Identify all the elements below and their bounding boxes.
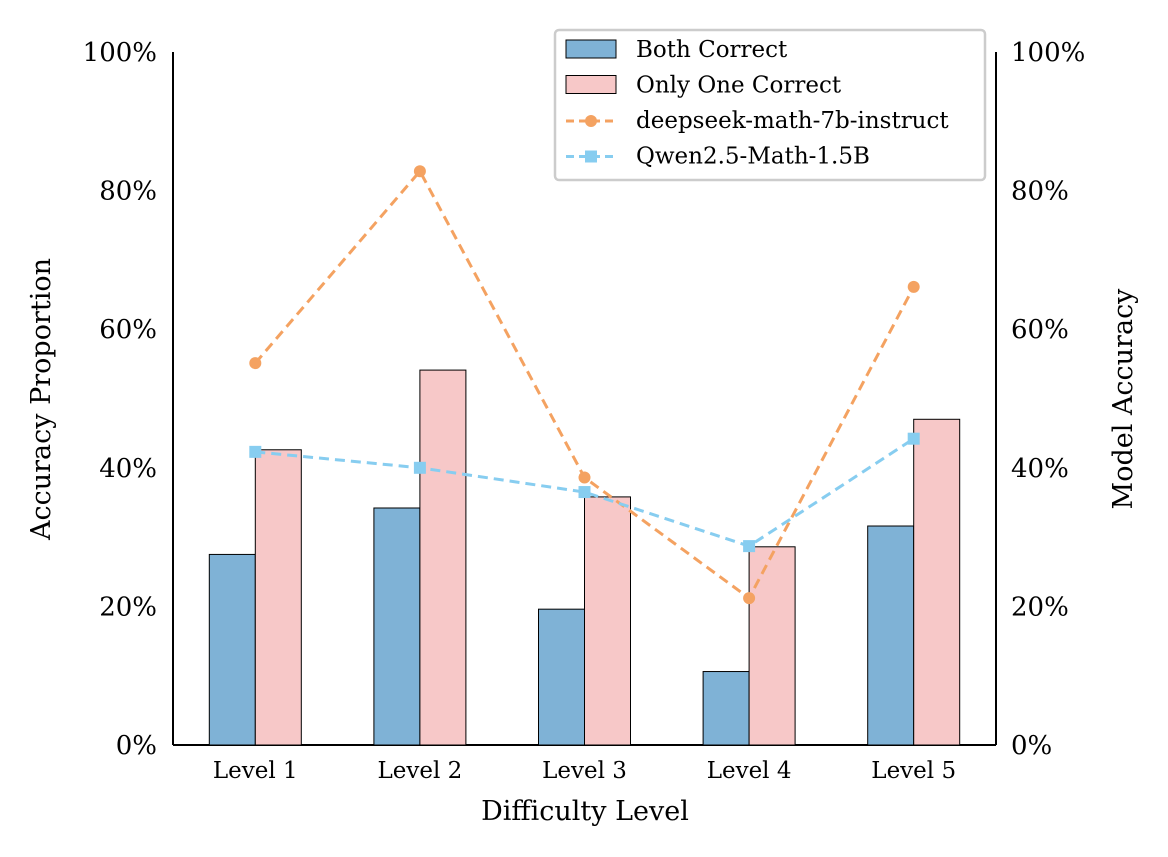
y2-tick-label: 20%: [1011, 592, 1069, 622]
bar-only-one-correct: [584, 496, 631, 746]
point-deepseek: [578, 471, 591, 484]
legend-marker-deepseek: [585, 115, 597, 127]
bar-both-correct: [538, 608, 585, 746]
lines: [249, 165, 920, 605]
bar-both-correct: [867, 525, 915, 746]
x-axis-title: Difficulty Level: [481, 796, 689, 827]
x-tick-label: Level 1: [213, 758, 298, 784]
bars: [208, 369, 961, 746]
point-qwen: [413, 461, 426, 474]
point-qwen: [907, 432, 920, 445]
y2-axis-title: Model Accuracy: [1108, 288, 1139, 510]
y-tick-label: 100%: [83, 38, 157, 68]
legend-swatch-only-one-correct: [565, 75, 617, 94]
point-qwen: [249, 445, 262, 458]
y-tick-label: 0%: [116, 731, 157, 761]
point-deepseek: [413, 165, 426, 178]
bar-only-one-correct: [254, 449, 302, 746]
point-qwen: [578, 486, 591, 499]
bar-only-one-correct: [419, 369, 467, 746]
y-tick-label: 60%: [99, 315, 157, 345]
axes: 0% 0% 20% 20% 40% 40% 60% 60% 80% 80% 100% 100% Leve…: [83, 38, 1086, 784]
bar-both-correct: [208, 553, 256, 746]
bar-only-one-correct: [748, 546, 796, 746]
x-tick-label: Level 3: [542, 758, 627, 784]
legend: Both Correct Only One Correct deepseek-mat…: [553, 28, 987, 182]
point-deepseek: [249, 357, 262, 370]
y-tick-label: 40%: [99, 454, 157, 484]
point-qwen: [743, 540, 756, 553]
y-tick-label: 80%: [99, 177, 157, 207]
y2-tick-label: 100%: [1011, 38, 1085, 68]
bar-both-correct: [702, 671, 750, 746]
y2-tick-label: 60%: [1011, 315, 1069, 345]
legend-swatch-both-correct: [565, 39, 617, 59]
x-tick-label: Level 4: [707, 758, 792, 784]
y2-tick-label: 0%: [1011, 731, 1052, 761]
legend-label: Only One Correct: [636, 73, 842, 99]
y2-tick-label: 40%: [1011, 454, 1069, 484]
point-deepseek: [907, 280, 920, 293]
bar-only-one-correct: [913, 418, 961, 746]
legend-label: deepseek-math-7b-instruct: [636, 108, 949, 134]
legend-label: Both Correct: [636, 37, 788, 63]
y-tick-label: 20%: [99, 592, 157, 622]
y2-tick-label: 80%: [1011, 177, 1069, 207]
legend-label: Qwen2.5-Math-1.5B: [636, 144, 870, 170]
bar-both-correct: [373, 507, 421, 746]
legend-box: [553, 28, 987, 182]
y-axis-title: Accuracy Proportion: [26, 258, 57, 541]
legend-marker-qwen: [585, 150, 597, 163]
x-tick-label: Level 2: [378, 758, 463, 784]
point-deepseek: [743, 592, 756, 605]
x-tick-label: Level 5: [871, 758, 956, 784]
